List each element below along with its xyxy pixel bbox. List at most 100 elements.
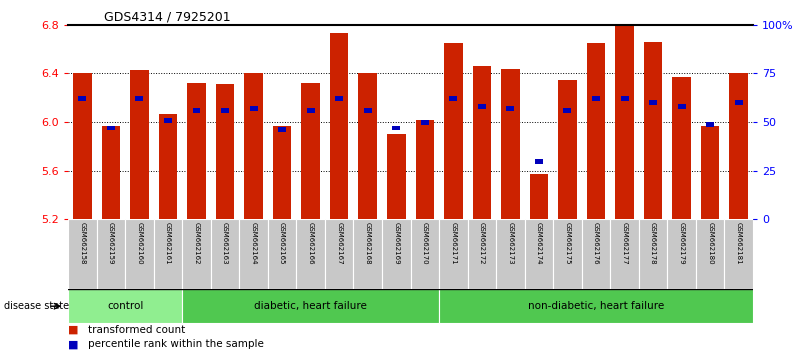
Text: GSM662158: GSM662158: [79, 222, 86, 264]
Text: GSM662165: GSM662165: [279, 222, 285, 264]
Bar: [244, 73, 263, 219]
Bar: [449, 96, 457, 101]
Bar: [421, 120, 429, 125]
Text: GSM662177: GSM662177: [622, 222, 627, 264]
Text: GSM662161: GSM662161: [165, 222, 171, 264]
Text: GSM662164: GSM662164: [251, 222, 256, 264]
Text: GSM662173: GSM662173: [507, 222, 513, 264]
Bar: [410, 219, 439, 289]
Bar: [301, 83, 320, 219]
Bar: [182, 289, 439, 323]
Bar: [525, 219, 553, 289]
Text: GSM662174: GSM662174: [536, 222, 542, 264]
Bar: [563, 108, 571, 113]
Bar: [678, 104, 686, 109]
Bar: [387, 134, 405, 219]
Text: GSM662169: GSM662169: [393, 222, 399, 264]
Bar: [192, 108, 200, 113]
Text: GSM662181: GSM662181: [735, 222, 742, 264]
Text: GSM662172: GSM662172: [479, 222, 485, 264]
Bar: [615, 25, 634, 219]
Text: GSM662180: GSM662180: [707, 222, 713, 264]
Text: transformed count: transformed count: [88, 325, 185, 335]
Text: GSM662167: GSM662167: [336, 222, 342, 264]
Bar: [586, 43, 606, 219]
Bar: [130, 70, 149, 219]
Bar: [672, 77, 691, 219]
Bar: [325, 219, 353, 289]
Bar: [592, 96, 600, 101]
Bar: [159, 114, 177, 219]
Bar: [501, 69, 520, 219]
Bar: [358, 73, 377, 219]
Bar: [506, 106, 514, 111]
Text: GSM662160: GSM662160: [136, 222, 143, 264]
Text: percentile rank within the sample: percentile rank within the sample: [88, 339, 264, 349]
Bar: [296, 219, 325, 289]
Bar: [307, 108, 315, 113]
Text: GSM662171: GSM662171: [450, 222, 457, 264]
Bar: [416, 120, 434, 219]
Bar: [439, 289, 753, 323]
Bar: [135, 96, 143, 101]
Text: non-diabetic, heart failure: non-diabetic, heart failure: [528, 301, 664, 311]
Bar: [73, 73, 91, 219]
Text: GDS4314 / 7925201: GDS4314 / 7925201: [104, 11, 231, 24]
Bar: [335, 96, 343, 101]
Bar: [250, 106, 258, 111]
Bar: [496, 219, 525, 289]
Bar: [649, 100, 657, 105]
Bar: [696, 219, 724, 289]
Bar: [154, 219, 182, 289]
Bar: [706, 122, 714, 126]
Bar: [667, 219, 696, 289]
Bar: [211, 219, 239, 289]
Bar: [473, 66, 491, 219]
Bar: [582, 219, 610, 289]
Bar: [164, 118, 172, 122]
Bar: [273, 126, 292, 219]
Bar: [701, 126, 719, 219]
Text: GSM662163: GSM662163: [222, 222, 228, 264]
Text: GSM662168: GSM662168: [364, 222, 371, 264]
Bar: [182, 219, 211, 289]
Text: GSM662178: GSM662178: [650, 222, 656, 264]
Bar: [644, 42, 662, 219]
Bar: [239, 219, 268, 289]
Text: ■: ■: [68, 339, 78, 349]
Text: disease state: disease state: [4, 301, 69, 311]
Bar: [353, 219, 382, 289]
Bar: [221, 108, 229, 113]
Bar: [187, 83, 206, 219]
Bar: [78, 96, 87, 101]
Bar: [610, 219, 638, 289]
Bar: [724, 219, 753, 289]
Text: diabetic, heart failure: diabetic, heart failure: [254, 301, 367, 311]
Text: control: control: [107, 301, 143, 311]
Text: GSM662179: GSM662179: [678, 222, 685, 264]
Bar: [97, 219, 125, 289]
Bar: [553, 219, 582, 289]
Bar: [68, 219, 97, 289]
Bar: [444, 43, 463, 219]
Bar: [468, 219, 496, 289]
Bar: [382, 219, 410, 289]
Bar: [439, 219, 468, 289]
Text: GSM662175: GSM662175: [565, 222, 570, 264]
Text: GSM662170: GSM662170: [422, 222, 428, 264]
Bar: [102, 126, 120, 219]
Text: GSM662176: GSM662176: [593, 222, 599, 264]
Bar: [558, 80, 577, 219]
Bar: [330, 33, 348, 219]
Bar: [735, 100, 743, 105]
Bar: [215, 84, 235, 219]
Bar: [730, 73, 748, 219]
Bar: [125, 219, 154, 289]
Bar: [529, 175, 548, 219]
Bar: [478, 104, 486, 109]
Text: GSM662166: GSM662166: [308, 222, 314, 264]
Text: GSM662162: GSM662162: [194, 222, 199, 264]
Text: GSM662159: GSM662159: [108, 222, 114, 264]
Text: ■: ■: [68, 325, 78, 335]
Bar: [107, 126, 115, 130]
